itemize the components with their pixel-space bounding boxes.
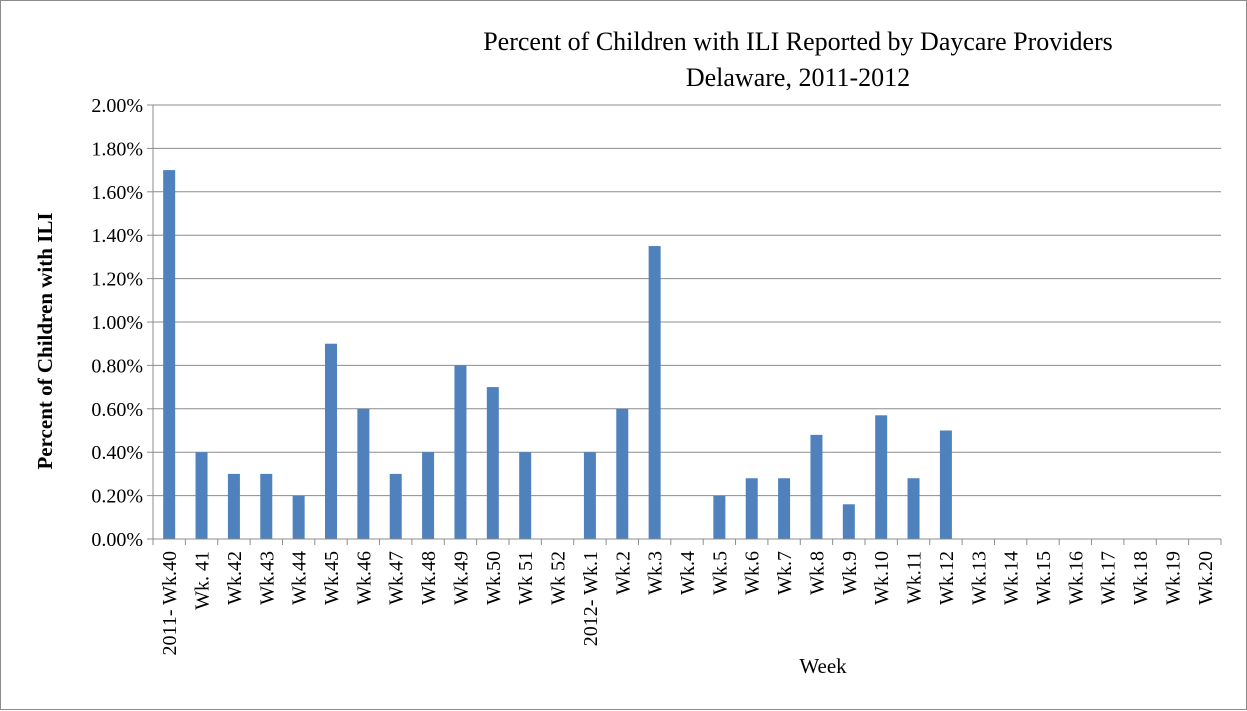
x-tick-label: Wk.45 <box>321 551 343 605</box>
x-tick-label: Wk 51 <box>515 551 537 605</box>
x-tick-label: Wk.15 <box>1033 551 1055 605</box>
y-tick-label: 2.00% <box>91 95 143 117</box>
bar <box>583 452 596 539</box>
x-tick-label: Wk.50 <box>483 551 505 605</box>
y-tick-labels: 0.00% 0.20% 0.40% 0.60% 0.80% 1.00% 1.20% 1.40%… <box>91 95 143 551</box>
bar <box>325 343 337 539</box>
x-tick-label: Wk.43 <box>256 551 278 605</box>
x-tick-label: Wk.6 <box>742 551 764 595</box>
bar <box>778 478 791 539</box>
x-axis-title: Week <box>799 654 847 678</box>
y-tick-label: 1.40% <box>91 225 143 247</box>
chart-subtitle: Delaware, 2011-2012 <box>686 63 910 92</box>
bar <box>357 408 370 539</box>
y-axis-title: Percent of Children with ILI <box>33 212 57 469</box>
x-tick-label: Wk.7 <box>774 551 796 595</box>
y-tick-label: 0.40% <box>91 442 143 464</box>
y-tick-label: 0.00% <box>91 529 143 551</box>
x-tick-label: Wk. 41 <box>192 551 214 610</box>
x-tick-label: Wk.46 <box>353 551 375 605</box>
bar <box>648 246 661 540</box>
bar <box>454 365 467 539</box>
bar <box>519 452 532 539</box>
x-tick-label: Wk.2 <box>612 551 634 595</box>
x-tick-label: Wk.13 <box>968 551 990 605</box>
chart-title: Percent of Children with ILI Reported by… <box>483 27 1113 56</box>
bar <box>907 478 920 539</box>
x-tick-label: Wk.18 <box>1130 551 1152 605</box>
bar <box>486 387 499 539</box>
x-tick-label: Wk.19 <box>1162 551 1184 605</box>
x-tick-label: Wk.48 <box>418 551 440 605</box>
x-tick-label: 2011- Wk.40 <box>159 551 181 655</box>
bar <box>616 408 629 539</box>
bar <box>939 430 952 539</box>
bar <box>745 478 758 539</box>
y-tick-label: 0.60% <box>91 399 143 421</box>
x-tick-label: Wk.11 <box>904 551 926 604</box>
y-tick-label: 1.20% <box>91 269 143 291</box>
y-tick-label: 1.80% <box>91 138 143 160</box>
x-tick-labels: 2011- Wk.40 Wk. 41 Wk.42 Wk.43 Wk.44 Wk.45 Wk.… <box>159 551 1217 655</box>
x-tick-label: Wk.17 <box>1098 551 1120 605</box>
bars <box>163 170 952 540</box>
bar <box>810 434 823 539</box>
x-tick-label: Wk.49 <box>450 551 472 605</box>
axes <box>147 104 1222 545</box>
y-tick-label: 1.00% <box>91 312 143 334</box>
x-tick-label: Wk.42 <box>224 551 246 605</box>
x-tick-label: Wk.44 <box>289 551 311 605</box>
bar <box>227 473 240 539</box>
bar <box>292 495 305 539</box>
bar <box>422 452 435 539</box>
x-tick-label: Wk.47 <box>386 551 408 605</box>
x-tick-label: Wk.16 <box>1065 551 1087 605</box>
x-tick-label: 2012- Wk.1 <box>580 551 602 646</box>
x-tick-label: Wk.9 <box>839 551 861 595</box>
x-tick-label: Wk.20 <box>1195 551 1217 605</box>
x-tick-label: Wk.3 <box>645 551 667 595</box>
bar <box>260 473 273 539</box>
x-tick-label: Wk.8 <box>806 551 828 595</box>
y-tick-label: 0.80% <box>91 355 143 377</box>
x-tick-label: Wk.10 <box>871 551 893 605</box>
bar <box>195 452 208 539</box>
bar <box>163 170 176 539</box>
y-tick-label: 1.60% <box>91 182 143 204</box>
bar <box>389 473 402 539</box>
x-tick-label: Wk.4 <box>677 551 699 595</box>
y-tick-label: 0.20% <box>91 486 143 508</box>
x-tick-label: Wk 52 <box>548 551 570 605</box>
gridlines <box>153 104 1221 497</box>
bar <box>842 504 855 539</box>
x-tick-label: Wk.12 <box>936 551 958 605</box>
bar <box>713 495 726 539</box>
x-tick-label: Wk.14 <box>1001 551 1023 605</box>
x-tick-label: Wk.5 <box>709 551 731 595</box>
bar <box>875 415 888 539</box>
